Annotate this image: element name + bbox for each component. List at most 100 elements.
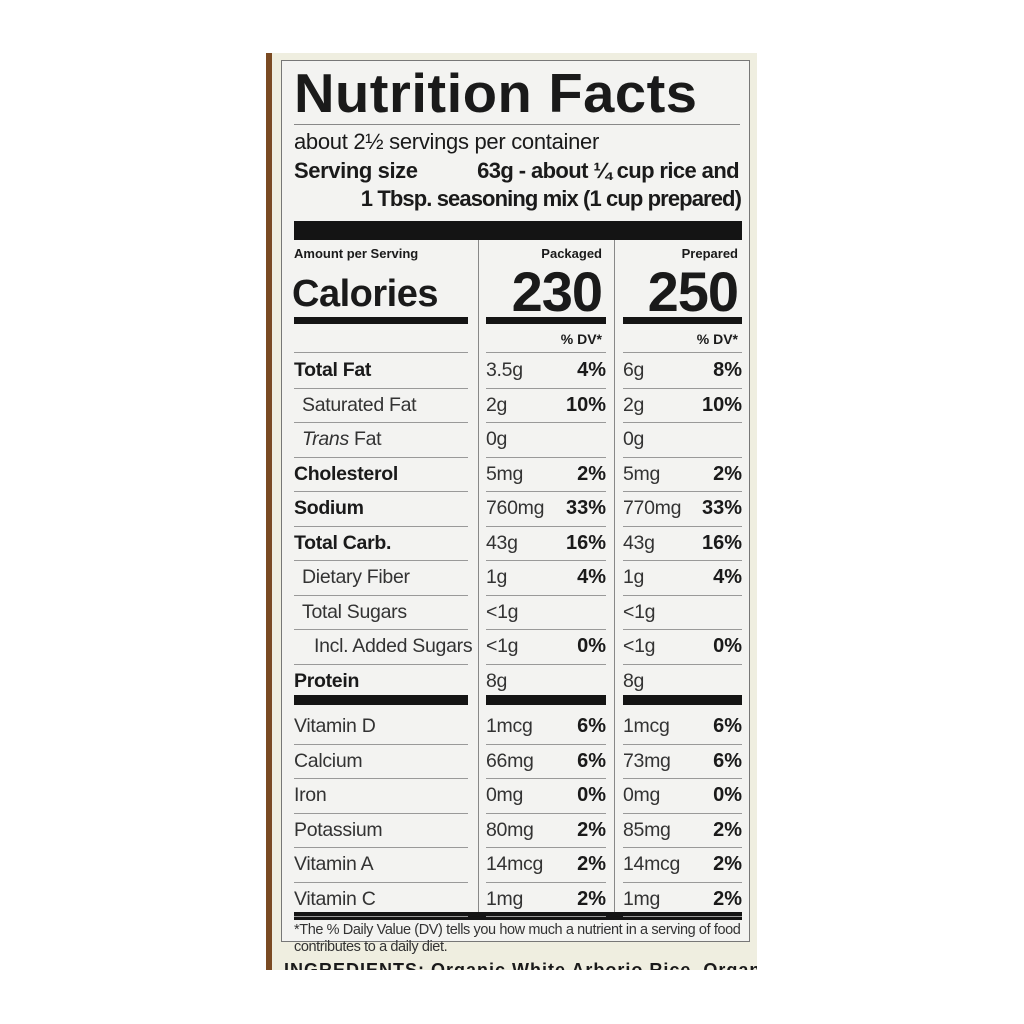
amount-value: 1mg <box>623 887 661 910</box>
daily-value-percent: 4% <box>713 566 742 588</box>
row-divider <box>486 422 606 423</box>
column-header: Prepared <box>681 246 738 261</box>
row-divider <box>486 778 606 779</box>
row-divider <box>486 560 606 561</box>
row-divider <box>294 629 468 630</box>
daily-value-percent: 2% <box>577 887 606 910</box>
daily-value-percent: 6% <box>577 749 606 772</box>
daily-value-percent: 6% <box>577 715 606 737</box>
amount-value: 0g <box>486 428 508 450</box>
calories-bar <box>486 317 606 324</box>
daily-value-percent: 2% <box>713 853 742 875</box>
calories-bar <box>623 317 742 324</box>
column-header: Packaged <box>541 246 602 261</box>
daily-value-percent: 33% <box>565 497 606 519</box>
divider <box>486 352 606 353</box>
row-divider <box>486 847 606 848</box>
amount-value: 770mg <box>623 497 682 519</box>
servings-per-container: about 2½ servings per container <box>294 129 600 154</box>
row-divider <box>623 629 742 630</box>
row-divider <box>623 881 742 883</box>
nutrient-name: Iron <box>294 784 327 806</box>
nutrient-name: Saturated Fat <box>302 393 417 416</box>
amount-value: 3.5g <box>486 359 523 381</box>
label-title: Nutrition Facts <box>294 62 698 124</box>
amount-value: 5mg <box>486 462 524 485</box>
daily-value-percent: 6% <box>713 715 742 737</box>
row-divider <box>294 525 468 527</box>
nutrient-name: Total Fat <box>294 359 372 381</box>
column-divider <box>478 240 479 912</box>
amount-value: 1mg <box>486 887 524 910</box>
amount-value: 14mcg <box>623 853 681 875</box>
row-divider <box>623 491 742 492</box>
nutrient-name: Dietary Fiber <box>302 566 410 588</box>
amount-value: 760mg <box>486 497 545 519</box>
calories-value: 230 <box>511 260 603 323</box>
row-divider <box>294 387 468 389</box>
row-divider <box>486 594 606 596</box>
amount-value: <1g <box>623 600 656 623</box>
amount-value: 5mg <box>623 462 661 485</box>
row-divider <box>294 916 468 917</box>
amount-value: 0mg <box>486 784 524 806</box>
amount-value: 73mg <box>623 749 671 772</box>
amount-value: 85mg <box>623 818 671 841</box>
row-divider <box>486 387 606 389</box>
daily-value-percent: 4% <box>577 359 606 381</box>
row-divider <box>623 560 742 561</box>
thick-bar <box>294 695 468 705</box>
nutrient-name: Vitamin D <box>294 715 376 737</box>
calories-value: 250 <box>647 260 739 323</box>
row-divider <box>294 456 468 458</box>
row-divider <box>623 916 742 917</box>
amount-value: 8g <box>623 669 645 692</box>
daily-value-percent: 2% <box>713 818 742 841</box>
amount-value: 1g <box>486 566 508 588</box>
row-divider <box>623 422 742 423</box>
daily-value-percent: 0% <box>713 635 742 657</box>
amount-value: 1mcg <box>623 715 670 737</box>
row-divider <box>486 525 606 527</box>
daily-value-percent: 2% <box>577 462 606 485</box>
row-divider <box>294 778 468 779</box>
calories-label: Calories <box>292 273 438 315</box>
daily-value-percent: 2% <box>713 887 742 910</box>
amount-value: <1g <box>486 600 519 623</box>
daily-value-percent: 16% <box>701 531 742 554</box>
daily-value-percent: 0% <box>577 635 606 657</box>
dv-header: % DV* <box>560 331 602 347</box>
daily-value-percent: 16% <box>565 531 606 554</box>
row-divider <box>294 594 468 596</box>
divider <box>294 124 740 125</box>
row-divider <box>486 743 606 745</box>
row-divider <box>486 881 606 883</box>
amount-value: <1g <box>623 635 656 657</box>
package-edge <box>266 53 272 970</box>
daily-value-percent: 2% <box>713 462 742 485</box>
amount-value: 8g <box>486 669 508 692</box>
amount-value: 2g <box>486 393 508 416</box>
row-divider <box>294 560 468 561</box>
amount-value: 14mcg <box>486 853 544 875</box>
amount-value: 43g <box>623 531 655 554</box>
nutrient-name: Total Carb. <box>294 531 392 554</box>
daily-value-percent: 4% <box>577 566 606 588</box>
daily-value-percent: 0% <box>577 784 606 806</box>
daily-value-percent: 10% <box>565 393 606 416</box>
nutrient-name: Cholesterol <box>294 462 398 485</box>
amount-value: 80mg <box>486 818 534 841</box>
row-divider <box>486 663 606 665</box>
row-divider <box>294 663 468 665</box>
amount-value: 2g <box>623 393 645 416</box>
dv-header: % DV* <box>696 331 738 347</box>
row-divider <box>294 491 468 492</box>
daily-value-percent: 2% <box>577 818 606 841</box>
row-divider <box>623 663 742 665</box>
daily-value-percent: 8% <box>713 359 742 381</box>
package-panel: Nutrition Facts about 2½ servings per co… <box>266 53 757 970</box>
calories-bar <box>294 317 468 324</box>
serving-size-value-2: 1 Tbsp. seasoning mix (1 cup prepared) <box>360 186 742 211</box>
nutrition-facts-label: Nutrition Facts about 2½ servings per co… <box>281 60 750 955</box>
amount-value: <1g <box>486 635 519 657</box>
